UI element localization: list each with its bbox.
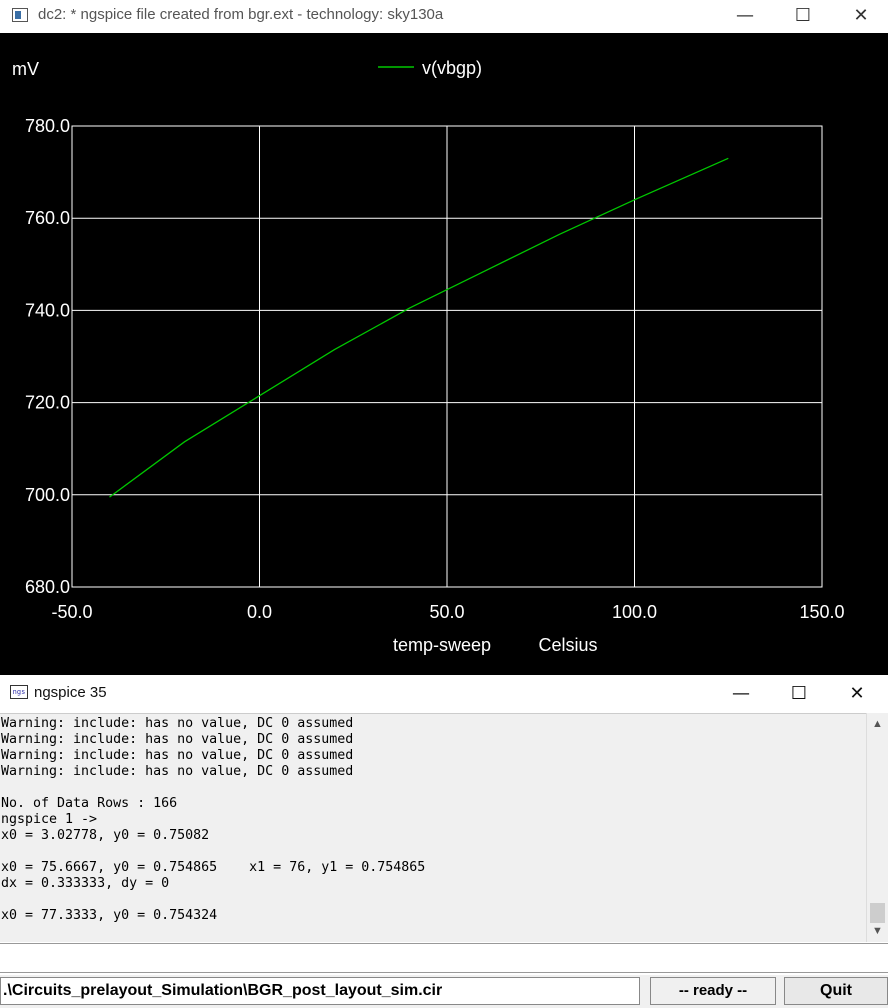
console-line: ngspice 1 -> (1, 812, 98, 827)
console-maximize-button[interactable]: ☐ (790, 683, 808, 704)
console-window-title: ngspice 35 (34, 684, 107, 701)
quit-button[interactable]: Quit (784, 977, 888, 1005)
plot-window-title: dc2: * ngspice file created from bgr.ext… (38, 6, 444, 23)
y-tick-label: 720.0 (25, 393, 70, 413)
y-tick-label: 760.0 (25, 208, 70, 228)
console-scrollbar[interactable]: ▲ ▼ (866, 713, 888, 942)
console-line: x0 = 75.6667, y0 = 0.754865 x1 = 76, y1 … (1, 860, 426, 875)
close-button[interactable]: ✕ (853, 5, 869, 26)
console-window-titlebar[interactable]: ngs ngspice 35 — ☐ ✕ (0, 675, 888, 713)
plot-window-app-icon (12, 8, 28, 22)
x-tick-label: -50.0 (51, 602, 92, 622)
y-tick-label: 680.0 (25, 577, 70, 597)
x-tick-label: 150.0 (799, 602, 844, 622)
y-tick-label: 780.0 (25, 116, 70, 136)
y-axis-unit-label: mV (12, 59, 39, 79)
plot-window-titlebar[interactable]: dc2: * ngspice file created from bgr.ext… (0, 0, 888, 33)
ngspice-app-icon: ngs (10, 685, 28, 699)
scroll-thumb[interactable] (870, 903, 885, 923)
console-line: Warning: include: has no value, DC 0 ass… (1, 764, 354, 779)
console-window: ngs ngspice 35 — ☐ ✕ Warning: include: h… (0, 675, 888, 1008)
x-axis-label: temp-sweep (393, 635, 491, 655)
console-line: dx = 0.333333, dy = 0 (1, 876, 170, 891)
y-tick-label: 740.0 (25, 300, 70, 320)
plot-area[interactable]: 780.0 760.0 740.0 720.0 700.0 680.0 -50.0 0.0 5… (0, 33, 888, 675)
console-line: Warning: include: has no value, DC 0 ass… (1, 716, 354, 731)
console-line: No. of Data Rows : 166 (1, 796, 178, 811)
x-tick-label: 50.0 (429, 602, 464, 622)
scroll-down-icon[interactable]: ▼ (872, 925, 883, 937)
console-output[interactable]: Warning: include: has no value, DC 0 ass… (0, 713, 866, 942)
status-bar: .\Circuits_prelayout_Simulation\BGR_post… (0, 975, 888, 1008)
console-minimize-button[interactable]: — (732, 683, 750, 704)
console-line: Warning: include: has no value, DC 0 ass… (1, 748, 354, 763)
y-tick-label: 700.0 (25, 485, 70, 505)
console-line: x0 = 77.3333, y0 = 0.754324 (1, 908, 218, 923)
console-line: x0 = 3.02778, y0 = 0.75082 (1, 828, 210, 843)
status-file-path: .\Circuits_prelayout_Simulation\BGR_post… (0, 977, 640, 1005)
console-text: Warning: include: has no value, DC 0 ass… (0, 714, 866, 924)
console-line: Warning: include: has no value, DC 0 ass… (1, 732, 354, 747)
x-tick-label: 100.0 (612, 602, 657, 622)
command-input[interactable] (0, 943, 888, 973)
plot-svg[interactable]: 780.0 760.0 740.0 720.0 700.0 680.0 -50.0 0.0 5… (0, 33, 888, 675)
maximize-button[interactable]: ☐ (794, 5, 812, 26)
x-axis-unit: Celsius (538, 635, 597, 655)
console-close-button[interactable]: ✕ (849, 683, 865, 704)
plot-window: dc2: * ngspice file created from bgr.ext… (0, 0, 888, 675)
x-tick-label: 0.0 (247, 602, 272, 622)
status-ready: -- ready -- (650, 977, 776, 1005)
minimize-button[interactable]: — (736, 5, 754, 26)
scroll-up-icon[interactable]: ▲ (872, 718, 883, 730)
series-line-0 (109, 157, 729, 498)
legend-label: v(vbgp) (422, 58, 482, 78)
